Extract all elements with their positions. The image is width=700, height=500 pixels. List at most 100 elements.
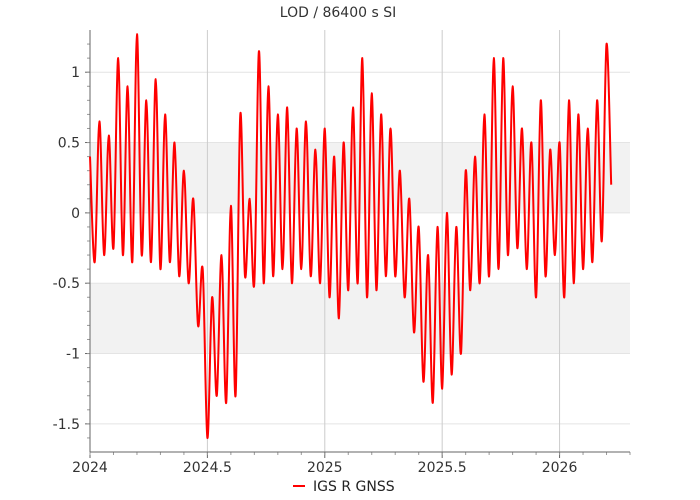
data-point (94, 262, 95, 263)
data-point (320, 283, 321, 284)
data-point (456, 226, 457, 227)
y-tick-label: 0 (71, 206, 80, 222)
data-point (179, 276, 180, 277)
data-point (315, 149, 316, 150)
x-tick-label: 2025.5 (418, 460, 467, 476)
data-point (287, 107, 288, 108)
data-point (244, 276, 245, 277)
data-point (404, 297, 405, 298)
data-point (113, 247, 114, 248)
series-line-0 (89, 33, 613, 439)
data-point (592, 262, 593, 263)
data-point (531, 142, 532, 143)
legend-label: IGS R GNSS (313, 479, 395, 495)
plot-area (89, 33, 613, 439)
data-point (371, 93, 372, 94)
data-point (160, 269, 161, 270)
data-point (240, 114, 241, 115)
data-point (127, 86, 128, 87)
data-point (366, 297, 367, 298)
data-point (526, 269, 527, 270)
data-point (474, 156, 475, 157)
data-point (451, 374, 452, 375)
y-tick-label: -0.5 (53, 276, 80, 292)
x-tick-label: 2025 (307, 460, 343, 476)
data-point (390, 128, 391, 129)
data-point (385, 276, 386, 277)
data-point (507, 255, 508, 256)
data-point (559, 142, 560, 143)
data-point (258, 51, 259, 52)
data-point (268, 86, 269, 87)
data-point (174, 142, 175, 143)
data-point (437, 226, 438, 227)
data-point (263, 283, 264, 284)
data-point (89, 156, 90, 157)
data-point (226, 402, 227, 403)
data-point (141, 255, 142, 256)
data-point (291, 283, 292, 284)
y-band (90, 283, 630, 354)
data-point (479, 283, 480, 284)
data-point (460, 353, 461, 354)
data-point (207, 437, 208, 438)
data-point (348, 290, 349, 291)
data-point (197, 325, 198, 326)
data-point (399, 170, 400, 171)
data-point (122, 255, 123, 256)
data-point (329, 297, 330, 298)
legend: IGS R GNSS (293, 479, 395, 495)
data-point (536, 297, 537, 298)
data-point (395, 276, 396, 277)
data-point (338, 318, 339, 319)
tick-labels: 1 0.5 0 -0.5 -1 -1.5 2024 2024.5 2025 2025.5 2026 (53, 65, 578, 476)
data-point (418, 226, 419, 227)
data-point (601, 240, 602, 241)
y-tick-label: -1.5 (53, 417, 80, 433)
data-point (136, 34, 137, 35)
data-point (296, 128, 297, 129)
data-point (423, 381, 424, 382)
data-point (409, 198, 410, 199)
data-point (132, 262, 133, 263)
data-point (597, 100, 598, 101)
data-point (150, 262, 151, 263)
data-point (188, 283, 189, 284)
data-point (442, 388, 443, 389)
data-point (324, 128, 325, 129)
data-point (146, 100, 147, 101)
data-point (212, 297, 213, 298)
data-point (611, 184, 612, 185)
data-point (202, 269, 203, 270)
data-point (301, 269, 302, 270)
data-point (554, 255, 555, 256)
data-point (108, 135, 109, 136)
data-point (573, 283, 574, 284)
data-point (183, 170, 184, 171)
data-point (235, 395, 236, 396)
data-point (582, 269, 583, 270)
data-point (428, 255, 429, 256)
data-point (540, 100, 541, 101)
data-point (545, 276, 546, 277)
y-tick-label: 0.5 (58, 136, 80, 152)
data-point (249, 198, 250, 199)
data-point (550, 149, 551, 150)
data-point (334, 156, 335, 157)
axes (85, 30, 631, 458)
data-point (169, 262, 170, 263)
data-point (254, 283, 255, 284)
data-point (165, 114, 166, 115)
data-point (357, 283, 358, 284)
data-point (155, 79, 156, 80)
data-point (521, 128, 522, 129)
data-point (305, 121, 306, 122)
y-tick-label: 1 (71, 65, 80, 81)
x-tick-label: 2026 (542, 460, 578, 476)
data-point (343, 142, 344, 143)
data-point (310, 276, 311, 277)
data-point (503, 58, 504, 59)
data-point (493, 58, 494, 59)
data-point (484, 114, 485, 115)
data-point (489, 276, 490, 277)
